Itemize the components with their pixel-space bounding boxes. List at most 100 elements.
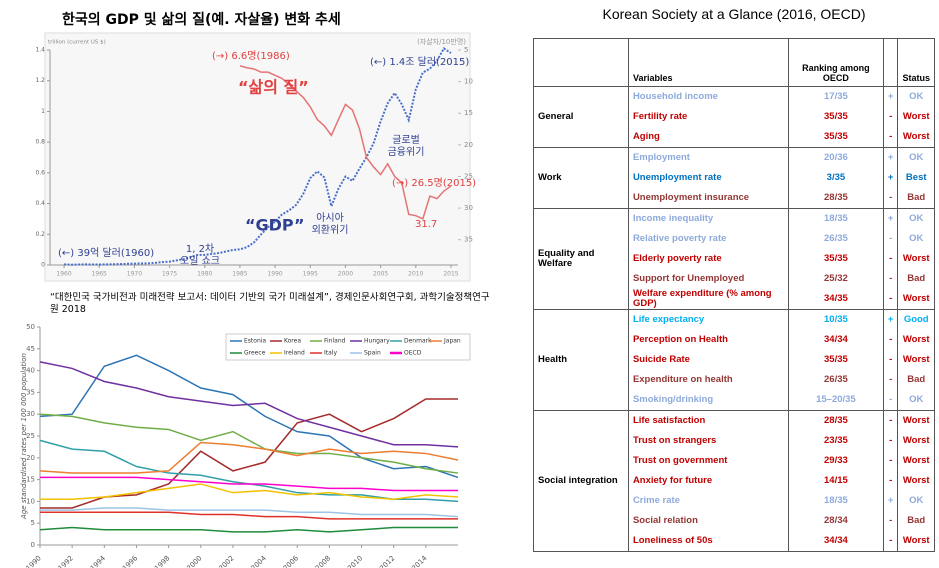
series-line — [39, 441, 459, 474]
series-line — [40, 476, 458, 492]
x-tick-label: 2000 — [185, 554, 203, 568]
variable: Aging — [632, 131, 660, 142]
variable: Fertility rate — [632, 111, 688, 122]
row: Suicide Rate 35/35- Worst — [534, 350, 935, 370]
ranking: 3/35 — [787, 168, 884, 188]
status: OK — [897, 86, 935, 107]
sign: - — [882, 289, 898, 310]
ranking: 26/35 — [787, 229, 884, 249]
status: Worst — [897, 289, 935, 310]
status: Bad — [897, 269, 935, 289]
annotation: 31.7 — [415, 219, 437, 230]
annotation: 오일 쇼크 — [180, 255, 220, 267]
y-label: trillion (current US $) — [48, 40, 106, 46]
annotation: 글로벌 — [392, 134, 420, 146]
annotation: (→) 26.5명(2015) — [392, 177, 476, 189]
variable: Loneliness of 50s — [632, 535, 713, 546]
row: Unemployment insurance 28/35- Bad — [534, 188, 935, 209]
ranking: 28/34 — [787, 511, 884, 531]
ranking: 18/35 — [787, 208, 884, 229]
sign: - — [882, 330, 898, 350]
x-tick-label: 2010 — [408, 271, 423, 278]
ranking: 35/35 — [787, 350, 884, 370]
series-line — [40, 511, 458, 520]
legend-label: Greece — [244, 350, 266, 357]
x-tick-label: 1960 — [56, 271, 71, 278]
y2-tick-label: 5 — [464, 46, 468, 54]
series-line — [64, 47, 452, 266]
legend-label: Japan — [443, 338, 461, 345]
status: Worst — [897, 330, 935, 350]
row: Relative poverty rate 26/35- OK — [534, 229, 935, 249]
y-tick-label: 35 — [26, 388, 35, 396]
variable: Unemployment insurance — [632, 192, 750, 203]
sign: - — [882, 107, 898, 127]
x-tick-label: 1996 — [121, 554, 140, 568]
status: Worst — [897, 249, 935, 269]
x-tick-label: 2014 — [410, 554, 429, 568]
sign: - — [882, 531, 898, 552]
y-tick-label: 1 — [41, 108, 45, 115]
group-name: Work — [533, 147, 629, 209]
status: Best — [897, 168, 935, 188]
x-tick-label: 2015 — [443, 271, 458, 278]
y-tick-label: 1.4 — [35, 47, 45, 54]
variable: Unemployment rate — [632, 172, 722, 183]
y-label: Age standardised rates per 100 000 popul… — [20, 353, 28, 520]
status: Worst — [897, 471, 935, 491]
y-tick-label: 30 — [26, 410, 35, 418]
variable: Trust on government — [632, 455, 728, 466]
variable: Life expectancy — [628, 309, 789, 330]
legend-box — [225, 333, 471, 361]
y-tick-label: 0.2 — [35, 231, 45, 238]
sign: - — [882, 350, 898, 370]
sign: - — [882, 269, 898, 289]
legend-label: OECD — [404, 350, 422, 357]
status: OK — [897, 229, 935, 249]
status: Worst — [897, 451, 935, 471]
header — [883, 38, 899, 87]
row: Welfare expenditure (% among GDP) 34/35- W… — [534, 289, 935, 310]
x-tick-label: 2000 — [338, 271, 353, 278]
sign: + — [882, 208, 898, 229]
x-tick-label: 1992 — [57, 554, 75, 568]
ranking: 26/35 — [787, 370, 884, 390]
variable: Relative poverty rate — [632, 233, 727, 244]
table: Variables Ranking among OECD Status Gene… — [533, 38, 935, 552]
sign: + — [882, 309, 898, 330]
y-tick-label: 5 — [31, 519, 35, 527]
row: Perception on Health 34/34- Worst — [534, 330, 935, 350]
status: OK — [897, 390, 935, 411]
x-tick-label: 2008 — [314, 554, 332, 568]
annotation: “삶의 질” — [238, 78, 309, 97]
y-tick-label: 40 — [26, 367, 35, 375]
status: Worst — [897, 107, 935, 127]
variable: Employment — [628, 147, 789, 168]
legend-label: Estonia — [244, 338, 266, 345]
sign: - — [882, 229, 898, 249]
status: Good — [897, 309, 935, 330]
x-tick-label: 1985 — [232, 271, 247, 278]
sign: - — [882, 127, 898, 148]
row: Trust on strangers 23/35- Worst — [534, 431, 935, 451]
y2-tick-label: 25 — [464, 172, 473, 180]
variable: Crime rate — [632, 495, 680, 506]
ranking: 28/35 — [787, 188, 884, 209]
variable: Perception on Health — [632, 334, 728, 345]
y-tick-label: 1.2 — [35, 77, 45, 84]
status: Worst — [897, 350, 935, 370]
header: Status — [897, 38, 935, 87]
x-tick-label: 1990 — [25, 554, 43, 568]
y-tick-label: 25 — [26, 432, 35, 440]
row: Crime rate 18/35 + OK — [534, 491, 935, 511]
caption: “대한민국 국가비전과 미래전략 보고서: 데이터 기반의 국가 미래설계”, … — [50, 292, 490, 315]
x-tick-label: 2012 — [378, 554, 396, 568]
variable: Expenditure on health — [632, 374, 733, 385]
variable: Social relation — [632, 515, 698, 526]
annotation: (←) 1.4조 달러(2015) — [370, 56, 469, 68]
status: Worst — [897, 410, 935, 431]
y-tick-label: 0 — [31, 541, 35, 549]
x-tick-label: 2005 — [373, 271, 388, 278]
